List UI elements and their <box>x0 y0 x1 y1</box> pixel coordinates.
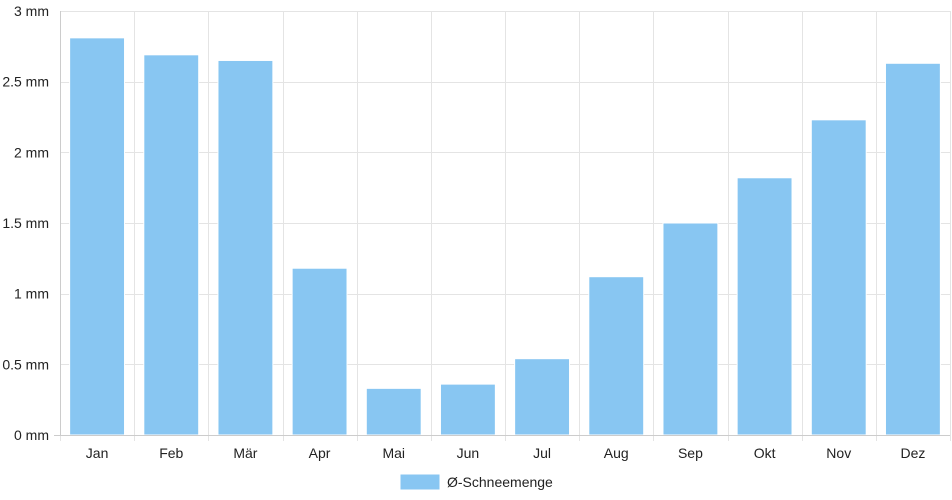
x-category-label: Mai <box>382 445 405 461</box>
bar-aug[interactable] <box>588 276 645 436</box>
bar-apr[interactable] <box>291 267 348 436</box>
x-category-label: Okt <box>754 445 776 461</box>
axes <box>54 11 950 436</box>
y-tick-label: 1 mm <box>14 286 49 302</box>
bar-okt[interactable] <box>736 177 793 436</box>
y-tick-label: 0 mm <box>14 427 49 443</box>
bar-mär[interactable] <box>217 59 274 436</box>
bar-jul[interactable] <box>514 358 571 436</box>
legend-swatch[interactable] <box>399 473 441 491</box>
bar-mai[interactable] <box>365 387 422 436</box>
y-tick-label: 0.5 mm <box>2 356 49 372</box>
x-category-label: Dez <box>900 445 925 461</box>
x-category-label: Aug <box>604 445 629 461</box>
legend-label[interactable]: Ø-Schneemenge <box>447 474 553 490</box>
legend[interactable]: Ø-Schneemenge <box>399 473 553 491</box>
x-category-label: Jul <box>533 445 551 461</box>
x-axis-category-labels: Jan Feb Mär Apr Mai Jun Jul Aug Sep Okt Nov Dez <box>86 445 926 461</box>
x-category-label: Nov <box>826 445 851 461</box>
bar-jun[interactable] <box>439 383 496 436</box>
grid-lines <box>60 11 951 441</box>
bar-nov[interactable] <box>810 119 867 436</box>
bars <box>69 37 941 436</box>
bar-jan[interactable] <box>69 37 126 436</box>
x-category-label: Jun <box>457 445 480 461</box>
x-category-label: Feb <box>159 445 183 461</box>
bar-feb[interactable] <box>143 54 200 436</box>
y-tick-label: 2 mm <box>14 144 49 160</box>
x-category-label: Sep <box>678 445 703 461</box>
bar-dez[interactable] <box>884 62 941 436</box>
x-category-label: Apr <box>309 445 331 461</box>
y-tick-label: 2.5 mm <box>2 74 49 90</box>
y-tick-label: 1.5 mm <box>2 215 49 231</box>
x-category-label: Jan <box>86 445 109 461</box>
y-axis-tick-labels: 0 mm 0.5 mm 1 mm 1.5 mm 2 mm 2.5 mm 3 mm <box>2 3 49 443</box>
x-category-label: Mär <box>233 445 257 461</box>
y-tick-label: 3 mm <box>14 3 49 19</box>
bar-sep[interactable] <box>662 222 719 436</box>
